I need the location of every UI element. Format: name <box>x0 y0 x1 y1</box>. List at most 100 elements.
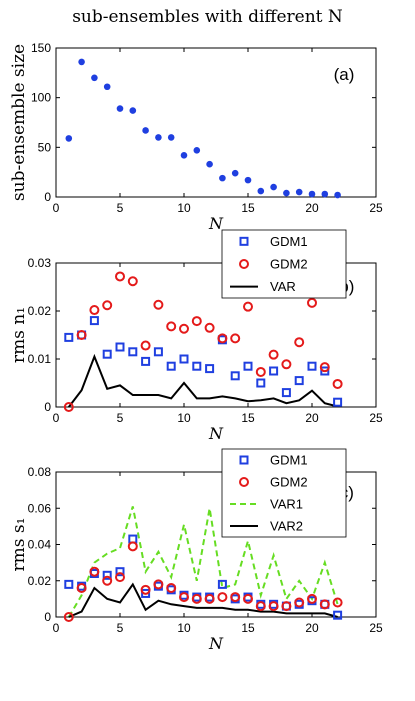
y-tick-label: 0.08 <box>28 465 52 479</box>
legend-label: GDM1 <box>270 453 308 468</box>
data-point <box>219 174 226 182</box>
y-axis-label: rms s₁ <box>9 518 29 572</box>
data-point-gdm2 <box>243 301 253 312</box>
data-point-gdm1 <box>89 316 99 326</box>
x-tick-label: 25 <box>369 621 383 635</box>
x-tick-label: 20 <box>305 411 319 425</box>
legend-label: GDM2 <box>270 257 308 272</box>
legend-label: VAR1 <box>270 497 303 512</box>
data-point-gdm1 <box>333 610 343 620</box>
x-axis-label: N <box>208 424 224 443</box>
data-point <box>142 127 149 134</box>
legend-marker-square <box>239 236 249 246</box>
y-tick-label: 0.03 <box>28 256 52 270</box>
data-point-gdm2 <box>217 592 228 603</box>
data-point <box>180 151 188 159</box>
x-tick-label: 15 <box>241 621 255 635</box>
x-tick-label: 20 <box>305 201 319 215</box>
data-point-gdm2 <box>179 592 189 603</box>
data-point <box>167 134 175 141</box>
data-point-gdm2 <box>294 597 305 608</box>
data-point-gdm2 <box>191 316 202 327</box>
data-point-gdm1 <box>217 579 227 589</box>
data-point-gdm1 <box>128 347 138 357</box>
x-tick-label: 5 <box>117 621 124 635</box>
figure-title: sub-ensembles with different N <box>0 0 415 34</box>
data-point <box>116 105 124 112</box>
y-axis-label: rms n₁ <box>9 307 29 363</box>
plot-frame <box>55 47 377 198</box>
series-line-var <box>68 353 338 408</box>
x-tick-label: 0 <box>53 621 60 635</box>
legend-label: GDM2 <box>270 475 308 490</box>
data-point-gdm2 <box>230 333 241 344</box>
legend-marker-circle <box>239 477 249 487</box>
data-point-gdm1 <box>281 388 291 398</box>
data-point-gdm2 <box>179 323 189 334</box>
data-point <box>65 135 73 142</box>
series-line-var2 <box>68 582 338 618</box>
data-point-gdm2 <box>230 592 241 603</box>
data-point-gdm2 <box>319 362 330 373</box>
data-point <box>78 58 85 66</box>
data-point-gdm2 <box>191 593 202 604</box>
data-point-gdm1 <box>166 361 176 371</box>
data-point <box>334 191 341 199</box>
data-point-gdm1 <box>141 356 151 366</box>
y-tick-label: 100 <box>31 91 51 105</box>
data-point-gdm1 <box>256 378 266 388</box>
y-tick-label: 50 <box>38 140 52 154</box>
data-point-gdm1 <box>230 371 240 381</box>
x-axis-label: N <box>208 634 224 653</box>
data-point-gdm1 <box>64 332 74 342</box>
data-point-gdm2 <box>127 276 138 287</box>
data-point-gdm2 <box>255 366 266 377</box>
y-axis-label: sub-ensemble size <box>9 44 29 201</box>
data-point-gdm1 <box>115 567 125 577</box>
data-point-gdm2 <box>281 359 292 370</box>
data-point <box>91 74 98 82</box>
x-tick-label: 10 <box>177 201 191 215</box>
data-point-gdm1 <box>333 397 343 407</box>
data-point-gdm2 <box>268 601 279 612</box>
x-tick-label: 10 <box>177 411 191 425</box>
data-point-gdm2 <box>153 299 164 310</box>
x-tick-label: 25 <box>369 201 383 215</box>
data-point-gdm2 <box>140 340 151 351</box>
data-point-gdm2 <box>319 599 330 610</box>
x-tick-label: 20 <box>305 621 319 635</box>
legend-label: VAR2 <box>270 519 303 534</box>
x-tick-label: 25 <box>369 411 383 425</box>
data-point-gdm1 <box>153 347 163 357</box>
data-point <box>129 107 137 114</box>
data-point-gdm2 <box>89 566 100 577</box>
y-tick-label: 0.01 <box>28 352 52 366</box>
data-point-gdm1 <box>294 376 304 386</box>
data-point-gdm2 <box>63 402 74 412</box>
data-point-gdm2 <box>166 583 177 593</box>
data-point-gdm2 <box>255 601 266 612</box>
x-tick-label: 5 <box>117 411 124 425</box>
data-point-gdm2 <box>281 601 292 612</box>
data-point-gdm2 <box>115 271 125 282</box>
y-tick-label: 0 <box>44 610 51 624</box>
data-point <box>244 176 252 184</box>
data-point-gdm2 <box>89 305 100 316</box>
y-tick-label: 0.04 <box>28 538 52 552</box>
y-tick-label: 0 <box>44 190 51 204</box>
data-point-gdm1 <box>269 366 279 376</box>
data-point-gdm1 <box>179 354 189 364</box>
data-point-gdm2 <box>115 572 125 583</box>
data-point-gdm2 <box>307 593 317 604</box>
data-point <box>155 134 162 141</box>
data-point <box>257 187 265 195</box>
data-point-gdm2 <box>268 349 279 360</box>
data-point-gdm1 <box>320 366 330 376</box>
x-tick-label: 0 <box>53 201 60 215</box>
data-point-gdm1 <box>192 361 202 371</box>
data-point-gdm2 <box>204 593 215 604</box>
data-point-gdm1 <box>141 588 151 598</box>
